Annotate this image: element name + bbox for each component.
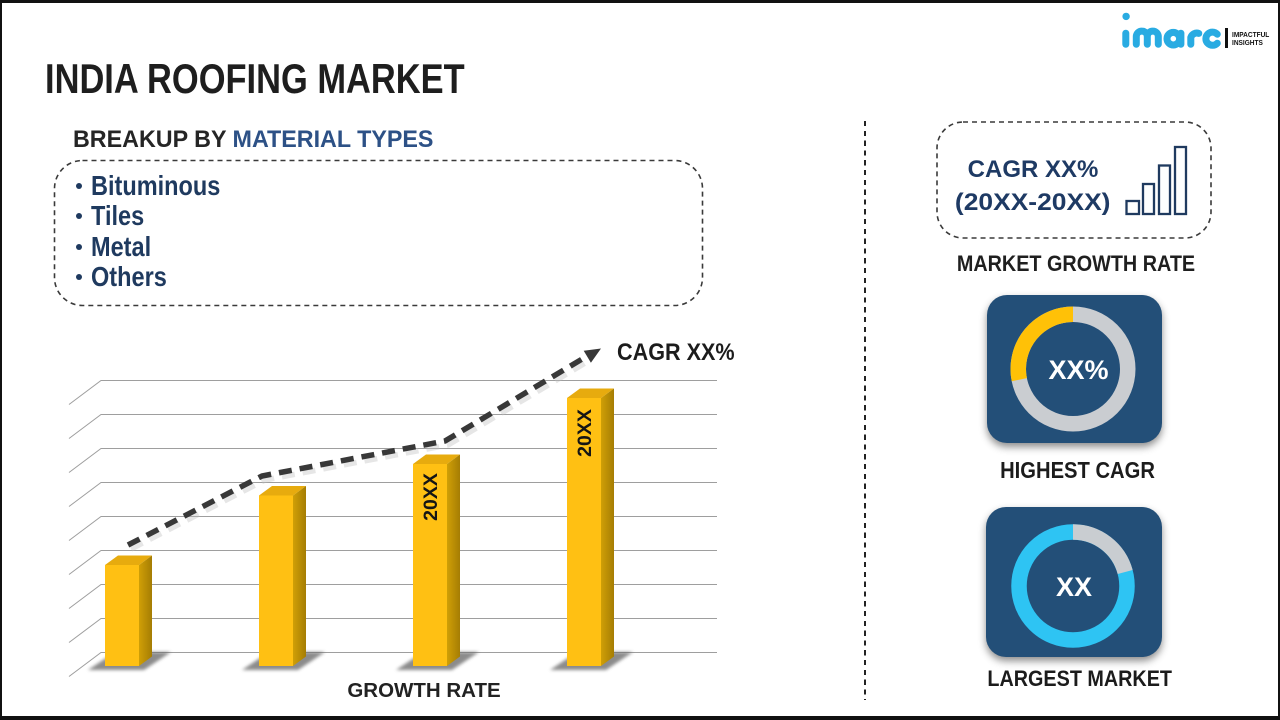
svg-text:20XX: 20XX <box>420 473 442 521</box>
svg-text:20XX: 20XX <box>574 409 596 457</box>
